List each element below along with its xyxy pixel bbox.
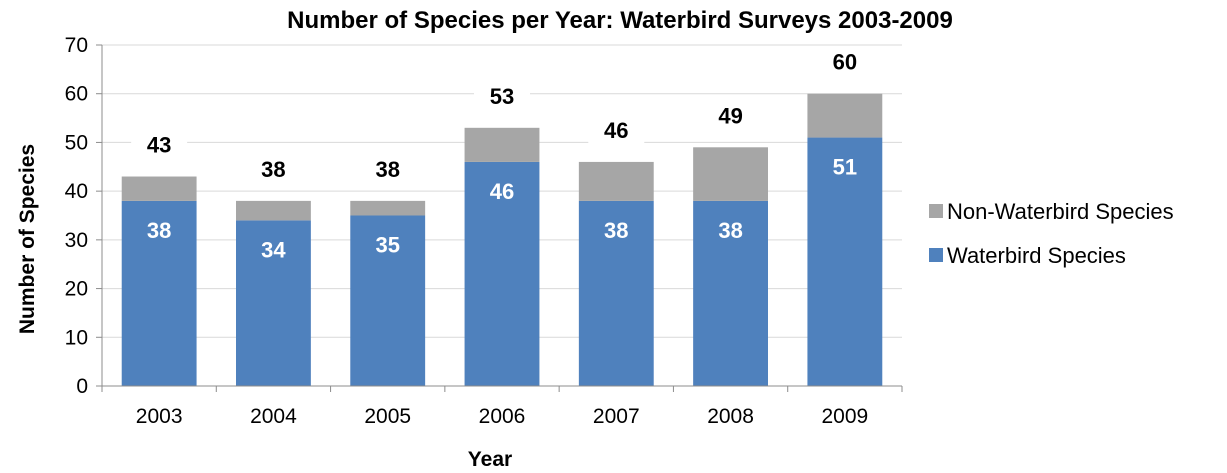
y-tick-label-30: 30 [65, 229, 88, 252]
total-label-bg-2004 [245, 154, 302, 183]
data-labels: 38 43 34 38 35 38 46 53 38 46 38 49 51 60 [131, 47, 873, 262]
data-label-waterbird-2006: 46 [490, 179, 514, 204]
y-tick-label-50: 50 [65, 131, 88, 154]
bar-waterbird-2004 [236, 220, 311, 386]
data-label-total-2004: 38 [261, 157, 285, 182]
y-tick-label-10: 10 [65, 326, 88, 349]
x-axis-title: Year [468, 448, 512, 471]
legend-swatch-0 [929, 204, 943, 218]
y-tick-label-40: 40 [65, 180, 88, 203]
bar-waterbird-2005 [350, 215, 426, 386]
bar-waterbird-2009 [807, 137, 883, 386]
total-label-bg-2008 [702, 101, 759, 130]
x-tick-label-2008: 2008 [707, 405, 754, 428]
data-label-waterbird-2005: 35 [375, 233, 399, 258]
data-label-total-2007: 46 [604, 118, 628, 143]
chart-title: Number of Species per Year: Waterbird Su… [287, 7, 953, 34]
x-tick-label-2004: 2004 [250, 405, 297, 428]
axes: 0 10 20 30 40 50 60 70 2003 2004 2005 2006 2007 2008 2… [65, 34, 903, 428]
bar-non-waterbird-2005 [350, 200, 426, 216]
legend-label-0: Non-Waterbird Species [947, 199, 1174, 224]
x-tick-label-2003: 2003 [136, 405, 183, 428]
data-label-waterbird-2008: 38 [718, 218, 742, 243]
y-tick-label-20: 20 [65, 278, 88, 301]
data-label-total-2005: 38 [375, 157, 399, 182]
bar-non-waterbird-2009 [807, 93, 883, 138]
x-tick-label-2009: 2009 [821, 405, 868, 428]
data-label-waterbird-2007: 38 [604, 218, 628, 243]
bar-waterbird-2008 [693, 200, 768, 386]
data-label-waterbird-2004: 34 [261, 237, 286, 262]
total-label-bg-2003 [131, 130, 188, 159]
y-tick-label-70: 70 [65, 34, 88, 57]
total-label-bg-2007 [588, 115, 645, 144]
total-label-bg-2009 [816, 47, 873, 76]
bar-non-waterbird-2008 [693, 147, 768, 201]
bar-non-waterbird-2006 [464, 127, 540, 162]
data-label-total-2008: 49 [718, 103, 742, 128]
bar-non-waterbird-2004 [236, 200, 311, 221]
bar-waterbird-2003 [121, 200, 197, 386]
total-label-bg-2005 [359, 154, 416, 183]
bar-waterbird-2006 [464, 161, 540, 386]
data-label-total-2003: 43 [147, 133, 171, 158]
data-label-total-2006: 53 [490, 84, 514, 109]
y-tick-label-0: 0 [76, 375, 88, 398]
y-axis-title: Number of Species [16, 144, 39, 334]
legend: Non-Waterbird Species Waterbird Species [929, 199, 1174, 268]
bars [121, 93, 883, 386]
total-label-bg-2006 [474, 81, 530, 110]
x-tick-label-2007: 2007 [593, 405, 640, 428]
x-tick-label-2006: 2006 [479, 405, 526, 428]
bar-non-waterbird-2003 [121, 176, 197, 201]
data-label-waterbird-2003: 38 [147, 218, 171, 243]
bar-waterbird-2007 [578, 200, 654, 386]
data-label-waterbird-2009: 51 [833, 155, 857, 180]
data-label-total-2009: 60 [833, 50, 857, 75]
y-tick-label-60: 60 [65, 83, 88, 106]
bar-non-waterbird-2007 [578, 161, 654, 201]
legend-label-1: Waterbird Species [947, 243, 1126, 268]
legend-swatch-1 [929, 248, 943, 262]
x-tick-label-2005: 2005 [364, 405, 411, 428]
